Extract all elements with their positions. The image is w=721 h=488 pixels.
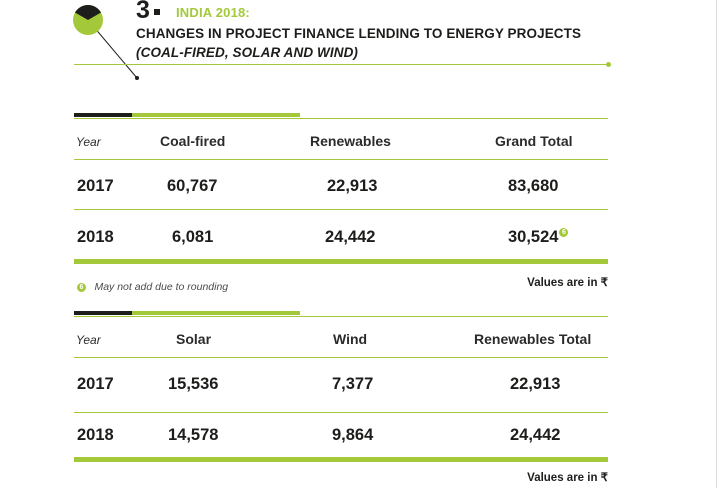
cell-wind: 9,864 xyxy=(332,426,374,444)
cell-year: 2017 xyxy=(77,177,114,195)
renewables-table: Year Solar Wind Renewables Total 2017 15… xyxy=(74,311,608,488)
cell-year: 2017 xyxy=(77,375,114,393)
table-tab-dark xyxy=(74,311,132,315)
column-header-coal: Coal-fired xyxy=(160,133,226,149)
cell-coal: 6,081 xyxy=(172,228,214,246)
footnote-marker-icon: 6 xyxy=(77,283,86,292)
cell-grand-total: 30,524 6 xyxy=(508,228,569,247)
units-note: Values are in ₹ xyxy=(527,472,608,484)
cell-renewables-total: 24,442 xyxy=(510,426,561,444)
pie-logo-icon xyxy=(73,4,103,35)
table-tab-green xyxy=(132,311,300,315)
table-top-rule xyxy=(74,316,608,317)
column-header-wind: Wind xyxy=(333,331,368,347)
cell-wind: 7,377 xyxy=(332,375,374,393)
header-rule xyxy=(74,64,608,65)
footnote-text: May not add due to rounding xyxy=(94,281,229,293)
cell-year: 2018 xyxy=(77,426,114,444)
header-rule xyxy=(74,159,608,160)
cell-renewables-total: 22,913 xyxy=(510,375,561,393)
column-header-year: Year xyxy=(76,135,101,149)
page-edge xyxy=(716,0,717,488)
figure-number: 3 xyxy=(136,0,160,25)
column-header-year: Year xyxy=(76,333,101,347)
cell-coal: 60,767 xyxy=(167,177,218,195)
cell-renewables: 22,913 xyxy=(327,177,378,195)
table-top-rule xyxy=(74,118,608,119)
table-tab-green xyxy=(132,113,300,117)
cell-renewables: 24,442 xyxy=(325,228,376,246)
header-rule-end-dot xyxy=(606,62,611,67)
column-header-renewables-total: Renewables Total xyxy=(474,331,592,347)
row-rule xyxy=(74,209,608,210)
footnote-marker-icon: 6 xyxy=(559,228,569,237)
table-bottom-rule xyxy=(74,259,608,264)
figure-kicker: INDIA 2018: xyxy=(176,5,250,20)
footnote: 6 May not add due to rounding xyxy=(76,277,228,295)
column-header-renewables: Renewables xyxy=(310,133,391,149)
cell-solar: 14,578 xyxy=(168,426,219,444)
figure-title: CHANGES IN PROJECT FINANCE LENDING TO EN… xyxy=(136,26,582,41)
column-header-solar: Solar xyxy=(176,331,212,347)
grand-total-value: 30,524 xyxy=(508,228,559,246)
cell-year: 2018 xyxy=(77,228,114,246)
cell-grand-total: 83,680 xyxy=(508,177,559,195)
row-rule xyxy=(74,412,608,413)
units-note: Values are in ₹ xyxy=(527,277,608,289)
finance-table: Year Coal-fired Renewables Grand Total 2… xyxy=(74,113,608,293)
column-header-grand-total: Grand Total xyxy=(495,133,573,149)
table-tab-dark xyxy=(74,113,132,117)
table-bottom-rule xyxy=(74,457,608,462)
header-rule xyxy=(74,357,608,358)
cell-solar: 15,536 xyxy=(168,375,219,393)
figure-subtitle: (COAL-FIRED, SOLAR AND WIND) xyxy=(136,45,359,60)
